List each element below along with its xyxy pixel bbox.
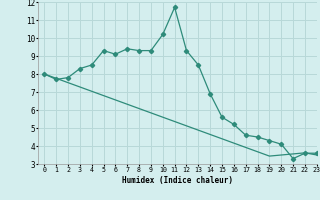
X-axis label: Humidex (Indice chaleur): Humidex (Indice chaleur) bbox=[122, 176, 233, 185]
